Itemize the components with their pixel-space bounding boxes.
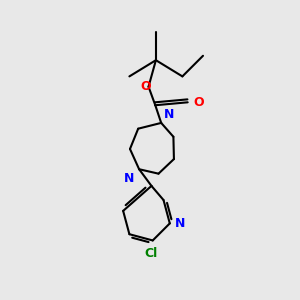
Text: O: O — [141, 80, 152, 93]
Text: O: O — [194, 96, 204, 109]
Text: N: N — [124, 172, 135, 184]
Text: N: N — [175, 217, 185, 230]
Text: N: N — [164, 108, 174, 121]
Text: Cl: Cl — [145, 247, 158, 260]
